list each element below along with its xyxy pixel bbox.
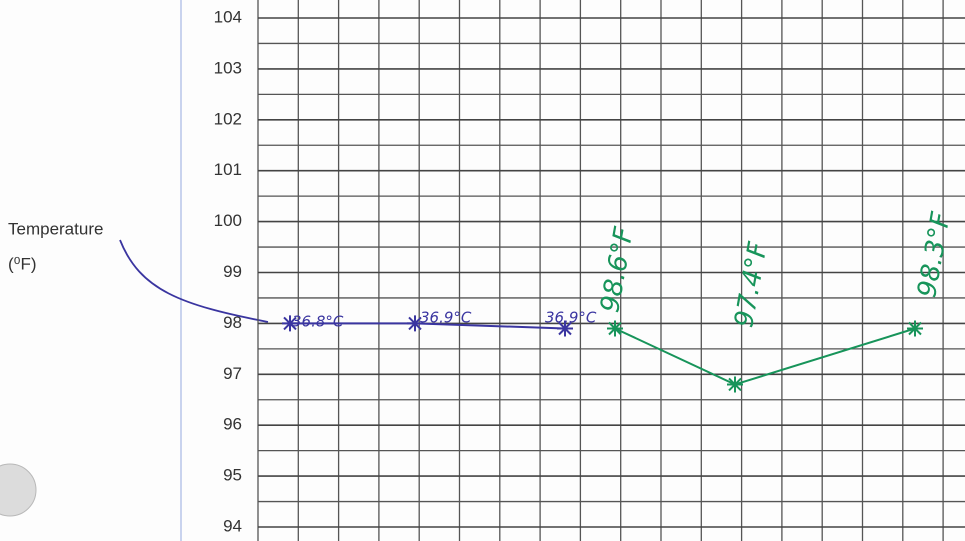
y-tick-label: 104 [214, 7, 242, 26]
y-tick-label: 95 [223, 466, 242, 485]
paper [0, 0, 965, 541]
y-tick-label: 100 [214, 211, 242, 230]
handwritten-note: 36.9°C [545, 309, 597, 327]
y-axis-label: (⁰F) [8, 254, 37, 273]
handwritten-note: 36.8°C [292, 313, 344, 331]
point-marker [907, 320, 923, 336]
y-tick-label: 101 [214, 160, 242, 179]
y-tick-label: 103 [214, 58, 242, 77]
point-marker [727, 376, 743, 392]
y-tick-label: 96 [223, 415, 242, 434]
handwritten-note: 36.9°C [420, 309, 472, 327]
point-marker [607, 320, 623, 336]
y-tick-label: 98 [223, 313, 242, 332]
y-axis-label: Temperature [8, 219, 103, 238]
y-tick-label: 99 [223, 262, 242, 281]
y-tick-label: 102 [214, 109, 242, 128]
y-tick-label: 97 [223, 364, 242, 383]
chart: Temperature (⁰F) 94 95 96 97 98 99 100 101 102 10… [0, 0, 965, 541]
y-tick-label: 94 [223, 516, 242, 535]
